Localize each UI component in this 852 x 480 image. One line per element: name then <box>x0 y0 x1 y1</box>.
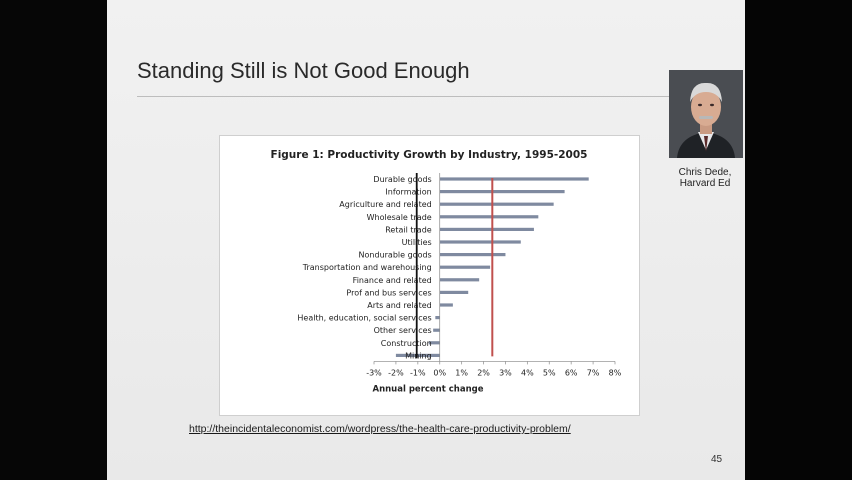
productivity-figure: Figure 1: Productivity Growth by Industr… <box>219 135 640 416</box>
source-link[interactable]: http://theincidentaleconomist.com/wordpr… <box>189 423 571 435</box>
category-label-5: Retail trade <box>385 225 432 234</box>
right-bezel <box>745 0 852 480</box>
bar-8 <box>439 265 491 269</box>
slide-title: Standing Still is Not Good Enough <box>137 58 470 83</box>
category-label-8: Transportation and warehousing <box>302 263 432 272</box>
slide: Standing Still is Not Good Enough Chris … <box>107 0 745 480</box>
bar-7 <box>439 253 506 257</box>
left-bezel <box>0 0 107 480</box>
category-label-13: Other services <box>374 326 432 335</box>
category-label-9: Finance and related <box>353 276 432 285</box>
category-label-3: Agriculture and related <box>339 200 431 209</box>
page-number: 45 <box>711 454 723 465</box>
category-label-4: Wholesale trade <box>367 213 432 222</box>
bar-15 <box>395 353 440 357</box>
presenter-photo <box>669 70 743 158</box>
bar-13 <box>433 328 440 332</box>
bar-10 <box>439 290 469 294</box>
x-tick-label-5: 1% <box>455 368 468 377</box>
title-divider <box>137 96 697 97</box>
x-tick-label-10: 6% <box>565 368 578 377</box>
category-label-15: Mining <box>405 351 432 360</box>
bar-14 <box>428 341 440 345</box>
bar-6 <box>439 240 521 244</box>
x-tick-label-2: -2% <box>388 368 404 377</box>
x-tick-label-6: 2% <box>477 368 490 377</box>
category-label-10: Prof and bus services <box>346 288 431 297</box>
caption-affiliation: Harvard Ed <box>679 178 731 189</box>
x-tick-label-3: -1% <box>410 368 426 377</box>
category-label-14: Construction <box>381 339 432 348</box>
bar-9 <box>439 278 480 282</box>
chart-title: Figure 1: Productivity Growth by Industr… <box>271 149 588 161</box>
x-tick-label-7: 3% <box>499 368 512 377</box>
presenter-caption: Chris Dede, Harvard Ed <box>667 167 743 189</box>
category-label-1: Durable goods <box>373 175 431 184</box>
bar-3 <box>439 202 554 206</box>
bar-2 <box>439 190 565 194</box>
bar-12 <box>435 316 440 320</box>
x-axis-label: Annual percent change <box>373 384 484 394</box>
x-tick-label-11: 7% <box>587 368 600 377</box>
caption-name: Chris Dede, <box>678 167 732 178</box>
x-tick-label-12: 8% <box>609 368 622 377</box>
x-tick-label-1: -3% <box>366 368 382 377</box>
bar-4 <box>439 215 539 219</box>
bar-11 <box>439 303 453 307</box>
category-label-11: Arts and related <box>367 301 432 310</box>
productivity-chart: Figure 1: Productivity Growth by Industr… <box>271 149 622 394</box>
category-label-2: Information <box>385 188 431 197</box>
x-tick-label-8: 4% <box>521 368 534 377</box>
category-label-7: Nondurable goods <box>359 251 432 260</box>
bar-5 <box>439 227 534 231</box>
bar-1 <box>439 177 589 181</box>
x-tick-label-9: 5% <box>543 368 556 377</box>
category-label-12: Health, education, social services <box>297 314 431 323</box>
x-tick-label-4: 0% <box>433 368 446 377</box>
